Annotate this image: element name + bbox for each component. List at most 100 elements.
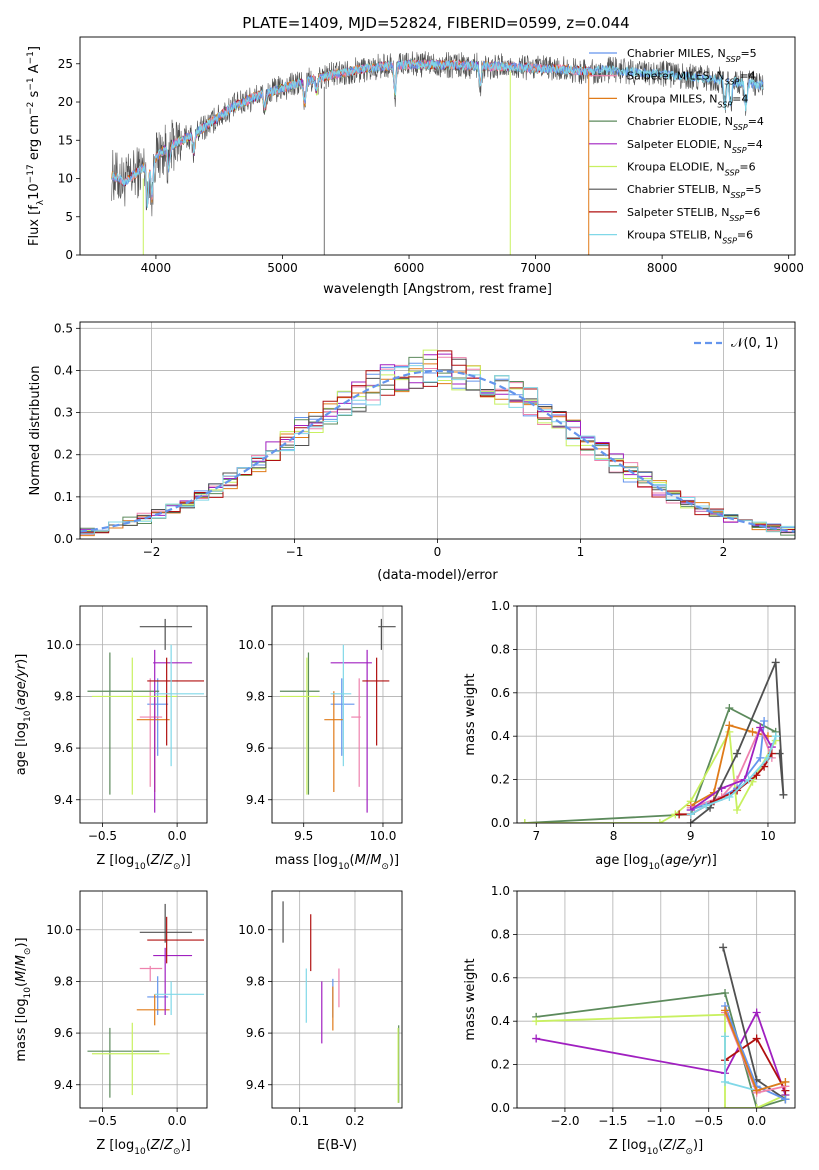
y-tick-label: 9.6 — [246, 1026, 265, 1040]
series-kroupa_stelib — [690, 735, 777, 816]
residual-histograms — [80, 349, 795, 537]
marker-salpeter_stelib — [675, 810, 684, 819]
series-kroupa_miles — [724, 1010, 786, 1092]
y-tick-label: 10.0 — [46, 923, 73, 937]
marker-chabrier_stelib — [733, 749, 742, 758]
x-tick-label: −1.5 — [598, 1114, 627, 1128]
x-tick-label: 7000 — [520, 261, 551, 275]
y-tick-label: 10.0 — [46, 638, 73, 652]
marker-chabrier_elodie — [721, 988, 730, 997]
y-tick-label: 9.6 — [246, 741, 265, 755]
legend-label: Salpeter MILES, NSSP=4 — [627, 70, 756, 87]
mass-vs-ebv-x-label: E(B-V) — [317, 1138, 357, 1153]
y-tick-label: 0.6 — [491, 971, 510, 985]
y-tick-label: 9.8 — [246, 974, 265, 988]
x-tick-label: 2 — [720, 545, 728, 559]
x-tick-label: 0.1 — [290, 1114, 309, 1128]
x-tick-label: 10.0 — [370, 829, 397, 843]
x-tick-label: 9 — [687, 829, 695, 843]
mass-vs-Z-points — [87, 903, 205, 1098]
spectrum-axes: 4000 5000 6000 7000 8000 9000 0 5 10 15 20 25 — [58, 57, 804, 275]
y-tick-label: 20 — [58, 95, 73, 109]
spectrum-lines — [111, 51, 764, 255]
y-tick-label: 5 — [65, 210, 73, 224]
x-tick-label: −2 — [143, 545, 161, 559]
legend-label: Kroupa ELODIE, NSSP=6 — [627, 161, 756, 178]
y-tick-label: 0 — [65, 248, 73, 262]
marker-kroupa_stelib — [702, 801, 711, 810]
massweight-vs-Z-frame — [516, 890, 796, 1109]
x-tick-label: 8000 — [647, 261, 678, 275]
y-tick-label: 1.0 — [491, 599, 510, 613]
x-tick-label: 8 — [610, 829, 618, 843]
y-tick-label: 0.0 — [491, 1101, 510, 1115]
massweight-vs-Z-y-label: mass weight — [463, 958, 478, 1040]
age-vs-Z-frame — [79, 605, 208, 824]
marker-kroupa_stelib — [763, 753, 772, 762]
age-vs-Z-axes: −0.5 0.0 9.4 9.6 9.8 10.0 — [46, 606, 207, 843]
legend-label: Salpeter STELIB, NSSP=6 — [627, 206, 760, 223]
y-tick-label: 0.0 — [54, 532, 73, 546]
y-tick-label: 9.8 — [54, 689, 73, 703]
massweight-vs-Z-axes: −2.0 −1.5 −1.0 −0.5 0.0 0.0 0.2 0.4 0.6 0.8 1.0 — [491, 884, 795, 1128]
y-tick-label: 9.6 — [54, 1026, 73, 1040]
y-tick-label: 0.5 — [54, 321, 73, 335]
age-vs-mass-axes: 9.5 10.0 9.4 9.6 9.8 10.0 — [238, 606, 402, 843]
marker-chabrier_stelib — [719, 943, 728, 952]
legend-label: Salpeter ELODIE, NSSP=4 — [627, 138, 763, 155]
y-tick-label: 0.2 — [54, 448, 73, 462]
x-tick-label: 0.2 — [345, 1114, 364, 1128]
y-tick-label: 9.4 — [246, 793, 265, 807]
massweight-vs-age-series — [520, 658, 788, 823]
histogram-salpeter_stelib — [80, 350, 795, 534]
legend-label: Chabrier STELIB, NSSP=5 — [627, 183, 761, 200]
marker-chabrier_miles — [760, 717, 769, 726]
y-tick-label: 9.4 — [54, 793, 73, 807]
x-tick-label: −1.0 — [646, 1114, 675, 1128]
mass-vs-Z-x-label: Z [log10(Z/Z⊙)] — [96, 1138, 190, 1157]
x-tick-label: 10 — [760, 829, 775, 843]
marker-salpeter_elodie — [532, 1034, 541, 1043]
normal-curve — [80, 369, 795, 533]
y-tick-label: 0.8 — [491, 927, 510, 941]
x-tick-label: 0.0 — [168, 829, 187, 843]
legend-label: Kroupa STELIB, NSSP=6 — [627, 229, 753, 246]
histogram-kroupa_stelib — [80, 365, 795, 535]
y-tick-label: 9.4 — [54, 1078, 73, 1092]
marker-chabrier_miles — [756, 753, 765, 762]
y-tick-label: 0.3 — [54, 406, 73, 420]
marker-kroupa_stelib — [744, 775, 753, 784]
y-tick-label: 0.1 — [54, 490, 73, 504]
marker-salpeter_elodie — [752, 1008, 761, 1017]
marker-kroupa_elodie — [721, 1104, 730, 1108]
spectrum-x-label: wavelength [Angstrom, rest frame] — [323, 282, 552, 297]
marker-kroupa_stelib — [686, 810, 695, 819]
y-tick-label: 25 — [58, 57, 73, 71]
legend-label: Chabrier ELODIE, NSSP=4 — [627, 115, 764, 132]
legend-label: 𝒩(0, 1) — [731, 336, 778, 351]
massweight-vs-age-x-label: age [log10(age/yr)] — [595, 853, 717, 872]
marker-kroupa_elodie — [532, 1017, 541, 1026]
x-tick-label: −1 — [286, 545, 304, 559]
figure-title: PLATE=1409, MJD=52824, FIBERID=0599, z=0… — [242, 14, 629, 32]
age-vs-mass-frame — [271, 605, 403, 824]
y-tick-label: 0.2 — [491, 773, 510, 787]
mass-vs-Z-frame — [79, 890, 208, 1109]
series-chabrier_stelib — [690, 662, 785, 823]
marker-kroupa_elodie — [655, 819, 664, 823]
mass-vs-Z-axes: −0.5 0.0 9.4 9.6 9.8 10.0 — [46, 891, 207, 1128]
marker-kroupa_miles — [748, 727, 757, 736]
marker-kroupa_stelib — [771, 732, 780, 741]
spectrum-legend: Chabrier MILES, NSSP=5 Salpeter MILES, NS… — [589, 47, 764, 245]
marker-chabrier_stelib — [775, 749, 784, 758]
x-tick-label: −0.5 — [88, 1114, 117, 1128]
legend-label: Kroupa MILES, NSSP=4 — [627, 92, 748, 109]
x-tick-label: −0.5 — [694, 1114, 723, 1128]
marker-kroupa_stelib — [721, 1032, 730, 1041]
marker-chabrier_miles — [781, 1095, 790, 1104]
massweight-vs-age-y-label: mass weight — [463, 673, 478, 755]
age-vs-Z-points — [87, 618, 205, 813]
y-tick-label: 9.8 — [54, 974, 73, 988]
marker-kroupa_miles — [725, 721, 734, 730]
mass-vs-ebv-frame — [271, 890, 403, 1109]
